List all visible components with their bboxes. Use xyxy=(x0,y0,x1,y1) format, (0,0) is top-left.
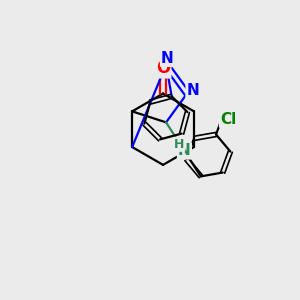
Text: H: H xyxy=(174,138,184,151)
Text: O: O xyxy=(156,59,170,77)
Text: N: N xyxy=(187,83,199,98)
Text: N: N xyxy=(161,51,174,66)
Text: Cl: Cl xyxy=(220,112,236,127)
Text: N: N xyxy=(178,143,191,158)
